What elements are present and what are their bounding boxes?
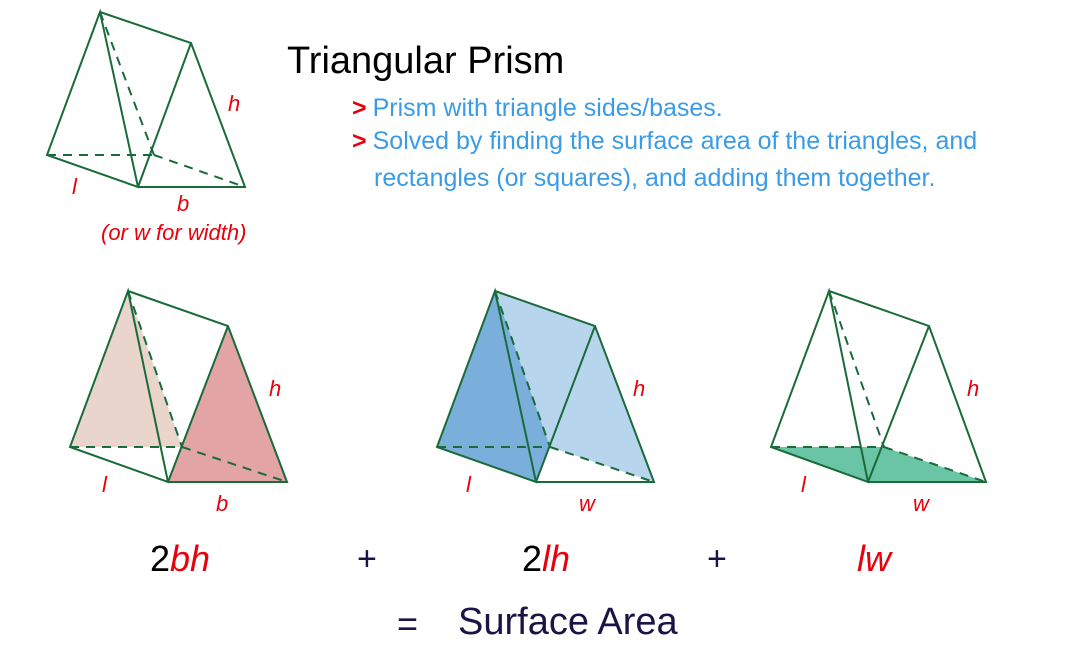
p3-label-base: w [913,491,929,516]
bullet-text: Prism with triangle sides/bases. [372,94,723,122]
term-coef: 2 [150,538,171,579]
bullet-text: Solved by finding the surface area of th… [372,127,978,155]
p2-label-h: h [633,376,646,401]
equals-sign: = [397,603,419,644]
term-2bh: 2bh [150,538,210,580]
term-lw: lw [857,538,891,580]
p3-label-l: l [801,472,806,497]
p2-label-base: w [579,491,595,516]
p3-label-h: h [967,376,980,401]
term-var: lw [857,538,891,579]
bullet-marker: > [352,94,367,122]
term-coef: 2 [522,538,543,579]
top-label-note: (or w for width) [101,220,247,245]
prism-bottom-highlighted [769,287,988,484]
term-var: bh [170,538,211,579]
bullet-1: > Prism with triangle sides/bases. [352,94,723,123]
p2-label-l: l [466,472,471,497]
plus-2: + [707,540,727,578]
surface-area-result: Surface Area [458,601,678,643]
prism-rectangles-highlighted [435,287,656,484]
term-2lh: 2lh [522,538,570,580]
prism-triangles-highlighted [68,287,289,484]
p1-label-l: l [102,472,107,497]
top-label-l: l [72,174,77,199]
bullet-2-continued: rectangles (or squares), and adding them… [374,164,936,192]
top-label-b: b [177,191,190,216]
p1-label-base: b [216,491,229,516]
term-var: lh [542,538,571,579]
bullet-marker: > [352,127,367,155]
top-label-h: h [228,91,241,116]
bullet-2: > Solved by finding the surface area of t… [352,127,977,156]
plus-1: + [357,540,377,578]
top-prism [45,8,247,189]
p1-label-h: h [269,376,282,401]
page-title: Triangular Prism [287,40,565,82]
